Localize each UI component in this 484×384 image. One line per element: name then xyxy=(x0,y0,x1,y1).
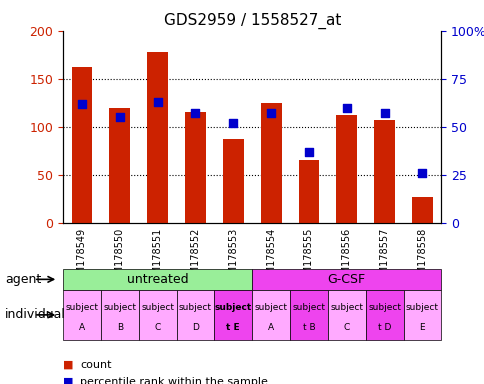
Text: subject: subject xyxy=(141,303,174,312)
Bar xyxy=(72,67,92,223)
Bar xyxy=(185,113,205,223)
Bar xyxy=(260,103,281,223)
Bar xyxy=(109,108,130,223)
Text: subject: subject xyxy=(405,303,438,312)
Text: ■: ■ xyxy=(63,377,74,384)
Text: subject: subject xyxy=(330,303,363,312)
Text: subject: subject xyxy=(254,303,287,312)
Point xyxy=(380,110,388,116)
Text: t E: t E xyxy=(226,323,240,332)
Text: E: E xyxy=(419,323,424,332)
Text: subject: subject xyxy=(214,303,251,312)
Text: count: count xyxy=(80,360,111,370)
Text: D: D xyxy=(192,323,198,332)
Bar xyxy=(147,52,167,223)
Text: agent: agent xyxy=(5,273,41,286)
Text: t D: t D xyxy=(377,323,391,332)
Text: percentile rank within the sample: percentile rank within the sample xyxy=(80,377,267,384)
Text: C: C xyxy=(343,323,349,332)
Bar xyxy=(336,115,356,223)
Text: ■: ■ xyxy=(63,360,74,370)
Text: subject: subject xyxy=(179,303,212,312)
Text: B: B xyxy=(117,323,122,332)
Point xyxy=(342,104,350,111)
Point xyxy=(229,120,237,126)
Bar xyxy=(298,161,318,223)
Point xyxy=(304,149,312,155)
Bar xyxy=(223,139,243,223)
Text: individual: individual xyxy=(5,308,66,321)
Text: subject: subject xyxy=(367,303,400,312)
Text: untreated: untreated xyxy=(126,273,188,286)
Bar xyxy=(374,120,394,223)
Title: GDS2959 / 1558527_at: GDS2959 / 1558527_at xyxy=(163,13,340,29)
Point xyxy=(78,101,86,107)
Text: G-CSF: G-CSF xyxy=(327,273,365,286)
Text: subject: subject xyxy=(103,303,136,312)
Point xyxy=(267,110,274,116)
Text: C: C xyxy=(154,323,160,332)
Point xyxy=(153,99,161,105)
Text: subject: subject xyxy=(292,303,325,312)
Text: t B: t B xyxy=(302,323,315,332)
Point xyxy=(418,170,425,176)
Point xyxy=(191,110,199,116)
Text: subject: subject xyxy=(65,303,98,312)
Text: A: A xyxy=(79,323,85,332)
Bar xyxy=(411,197,432,223)
Point xyxy=(116,114,123,120)
Text: A: A xyxy=(268,323,273,332)
